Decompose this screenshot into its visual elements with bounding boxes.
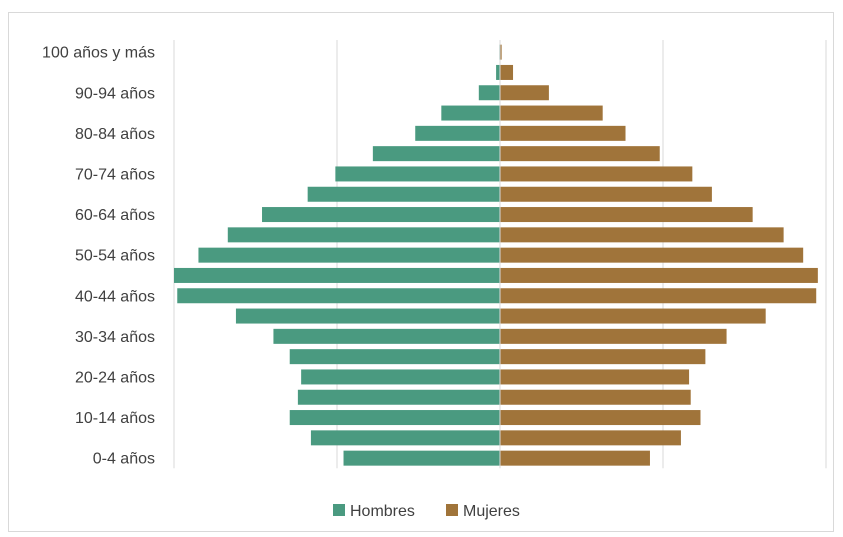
y-tick-label: 30-34 años (75, 329, 155, 346)
bar-hombres-2 (289, 410, 500, 426)
bar-mujeres-5 (500, 349, 706, 365)
legend[interactable]: Hombres Mujeres (333, 503, 520, 520)
y-tick-label: 40-44 años (75, 288, 155, 305)
bar-hombres-13 (307, 186, 500, 202)
bar-hombres-6 (273, 328, 500, 344)
bar-hombres-1 (310, 430, 500, 446)
bar-mujeres-1 (500, 430, 681, 446)
bar-hombres-7 (235, 308, 500, 324)
y-tick-label: 50-54 años (75, 248, 155, 265)
bar-hombres-0 (343, 450, 500, 466)
bar-mujeres-19 (500, 64, 514, 80)
bar-mujeres-2 (500, 410, 701, 426)
y-tick-label: 60-64 años (75, 207, 155, 224)
bar-mujeres-11 (500, 227, 784, 243)
bar-hombres-3 (297, 389, 500, 405)
bar-mujeres-0 (500, 450, 650, 466)
legend-label-mujeres: Mujeres (463, 503, 520, 520)
bar-mujeres-4 (500, 369, 690, 385)
bar-mujeres-6 (500, 328, 727, 344)
bar-hombres-14 (335, 166, 500, 182)
legend-label-hombres: Hombres (350, 503, 415, 520)
y-tick-label: 20-24 años (75, 369, 155, 386)
bar-hombres-5 (289, 349, 500, 365)
bar-hombres-11 (227, 227, 501, 243)
bar-mujeres-12 (500, 207, 753, 223)
bar-hombres-9 (174, 267, 500, 283)
bar-hombres-10 (198, 247, 500, 263)
bar-hombres-17 (441, 105, 500, 121)
legend-swatch-mujeres (446, 504, 458, 516)
bar-mujeres-17 (500, 105, 603, 121)
bar-mujeres-7 (500, 308, 766, 324)
y-tick-label: 0-4 años (93, 451, 155, 468)
bar-mujeres-3 (500, 389, 691, 405)
bar-mujeres-10 (500, 247, 804, 263)
bar-hombres-16 (415, 125, 500, 141)
bar-hombres-19 (496, 64, 500, 80)
y-tick-label: 90-94 años (75, 85, 155, 102)
bar-hombres-8 (177, 288, 500, 304)
y-tick-label: 80-84 años (75, 126, 155, 143)
bar-mujeres-9 (500, 267, 818, 283)
bar-mujeres-20 (500, 44, 502, 60)
bars (174, 40, 818, 469)
bar-mujeres-16 (500, 125, 626, 141)
bar-hombres-12 (262, 207, 500, 223)
bar-hombres-15 (372, 146, 500, 162)
y-tick-label: 100 años y más (42, 45, 155, 62)
bar-mujeres-8 (500, 288, 817, 304)
bar-mujeres-18 (500, 85, 549, 101)
bar-mujeres-14 (500, 166, 693, 182)
y-tick-label: 10-14 años (75, 410, 155, 427)
y-axis-tick-labels: 0-4 años 10-14 años 20-24 años 30-34 años 40… (42, 45, 155, 468)
bar-hombres-4 (301, 369, 500, 385)
bar-mujeres-13 (500, 186, 712, 202)
bar-hombres-18 (478, 85, 500, 101)
bar-mujeres-15 (500, 146, 660, 162)
y-tick-label: 70-74 años (75, 166, 155, 183)
legend-swatch-hombres (333, 504, 345, 516)
